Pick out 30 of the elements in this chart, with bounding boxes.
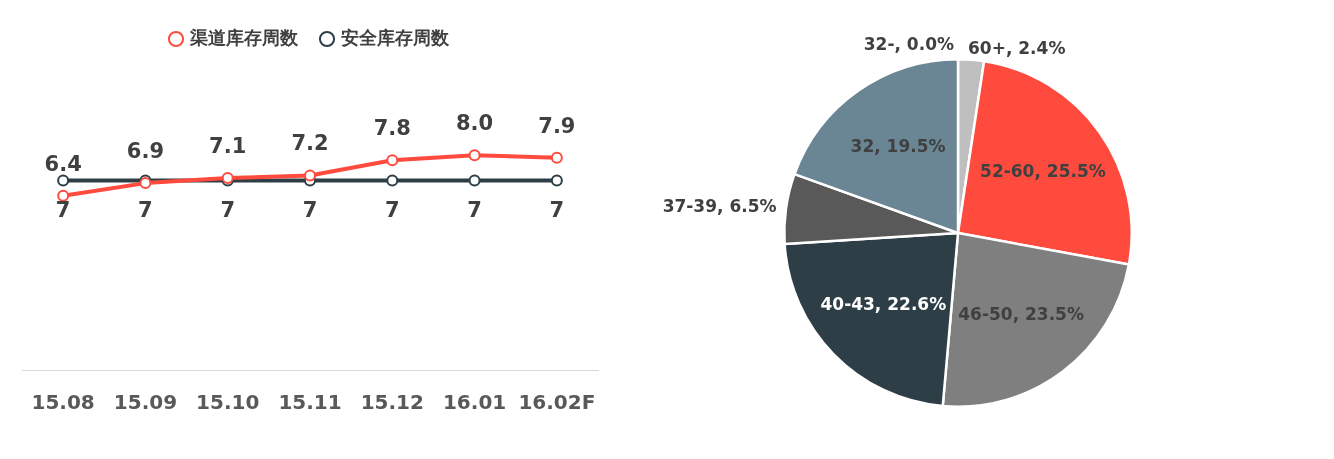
data-label: 7.1: [209, 133, 247, 158]
slice-label: 60+, 2.4%: [968, 37, 1066, 58]
x-tick-label: 16.02F: [518, 390, 596, 415]
data-label: 7.2: [291, 131, 329, 156]
slice-label: 40-43, 22.6%: [820, 294, 947, 315]
x-tick-label: 15.12: [360, 390, 424, 415]
x-tick-label: 15.08: [31, 390, 95, 415]
data-label: 6.4: [44, 151, 82, 176]
data-label: 7: [138, 197, 153, 222]
x-tick-label: 15.11: [278, 390, 342, 415]
data-label: 8.0: [455, 111, 494, 136]
slice-label: 37-39, 6.5%: [662, 195, 777, 216]
data-label: 7.9: [538, 113, 576, 138]
category-label: 32-, 0.0%: [863, 33, 954, 54]
data-label: 7: [549, 197, 565, 222]
data-label: 7: [55, 197, 71, 222]
data-label: 7: [302, 197, 318, 222]
slice-label: 46-50, 23.5%: [958, 304, 1084, 325]
x-tick-label: 16.01: [442, 390, 507, 415]
x-tick-label: 15.10: [196, 390, 260, 415]
data-label: 7: [220, 197, 236, 222]
slice-label: 32, 19.5%: [850, 136, 946, 157]
data-label: 7: [467, 197, 482, 222]
x-tick-label: 15.09: [113, 390, 178, 415]
data-label: 6.9: [126, 139, 165, 164]
legend-label: 渠道库存周数: [189, 26, 299, 48]
legend-label: 安全库存周数: [341, 26, 450, 48]
data-label: 7: [384, 197, 400, 222]
data-label: 7.8: [373, 116, 411, 141]
slice-label: 52-60, 25.5%: [980, 160, 1106, 181]
